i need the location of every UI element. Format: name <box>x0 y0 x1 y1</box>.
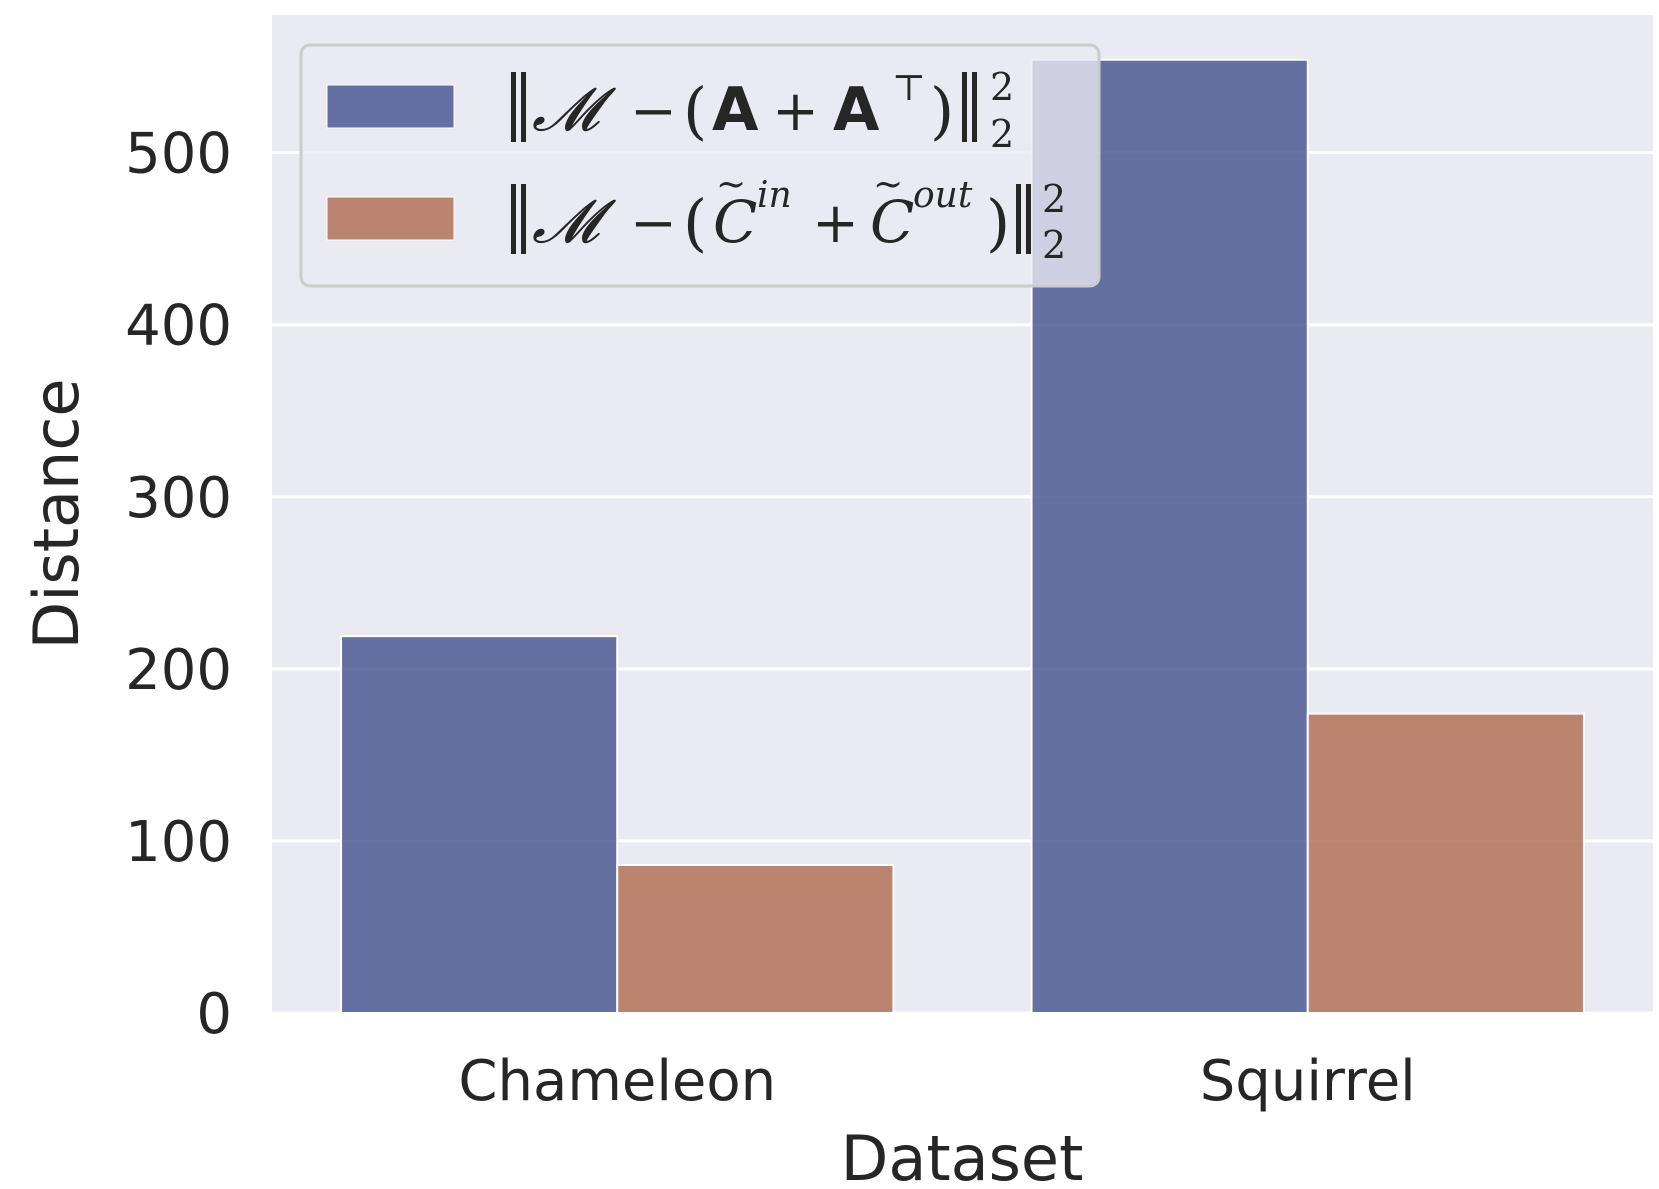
legend-swatch-series-2 <box>326 196 455 241</box>
y-tick-label: 300 <box>125 466 232 531</box>
x-axis-label: Dataset <box>841 1122 1084 1189</box>
y-tick-labels: 0 100 200 300 400 500 <box>125 122 232 1047</box>
svg-text:2: 2 <box>990 112 1014 156</box>
svg-text:+: + <box>812 191 859 256</box>
svg-text:~: ~ <box>716 164 746 205</box>
svg-text:A: A <box>712 75 759 145</box>
bar-chameleon-series-2 <box>616 864 895 1014</box>
svg-text:C: C <box>870 188 914 256</box>
svg-text:2: 2 <box>990 65 1014 109</box>
svg-text:~: ~ <box>873 164 903 205</box>
svg-text:out: out <box>913 175 973 216</box>
svg-text:(: ( <box>683 74 707 147</box>
legend-box <box>299 43 1101 288</box>
bar-chameleon-series-1 <box>340 635 619 1014</box>
x-tick-labels: Chameleon Squirrel <box>458 1049 1415 1114</box>
legend-swatch-series-1 <box>326 84 455 129</box>
bars-group <box>340 58 1585 1015</box>
svg-text:⊤: ⊤ <box>892 68 926 109</box>
y-tick-label: 200 <box>125 638 232 703</box>
svg-text:+: + <box>772 79 819 144</box>
svg-text:(: ( <box>683 186 707 259</box>
svg-text:−: − <box>630 79 677 144</box>
legend-label-series-1: 𝓜 − ( A + A ⊤ ) 2 2 <box>511 65 1014 156</box>
bar-squirrel-series-2 <box>1306 712 1585 1014</box>
svg-text:): ) <box>930 74 954 147</box>
y-axis-label: Distance <box>20 378 93 649</box>
y-tick-label: 500 <box>125 122 232 187</box>
legend: 𝓜 − ( A + A ⊤ ) 2 2 𝓜 − ( C ~ in + C ~ o <box>299 43 1101 288</box>
y-tick-label: 100 <box>125 810 232 875</box>
y-tick-label: 400 <box>125 294 232 359</box>
y-tick-label: 0 <box>196 982 232 1047</box>
svg-text:2: 2 <box>1042 177 1066 221</box>
svg-text:C: C <box>713 188 757 256</box>
svg-text:−: − <box>630 191 677 256</box>
svg-text:A: A <box>833 75 880 145</box>
x-tick-label-squirrel: Squirrel <box>1200 1049 1416 1114</box>
svg-text:in: in <box>757 175 792 216</box>
svg-text:): ) <box>986 186 1010 259</box>
x-tick-label-chameleon: Chameleon <box>458 1049 776 1114</box>
svg-text:2: 2 <box>1042 223 1066 267</box>
